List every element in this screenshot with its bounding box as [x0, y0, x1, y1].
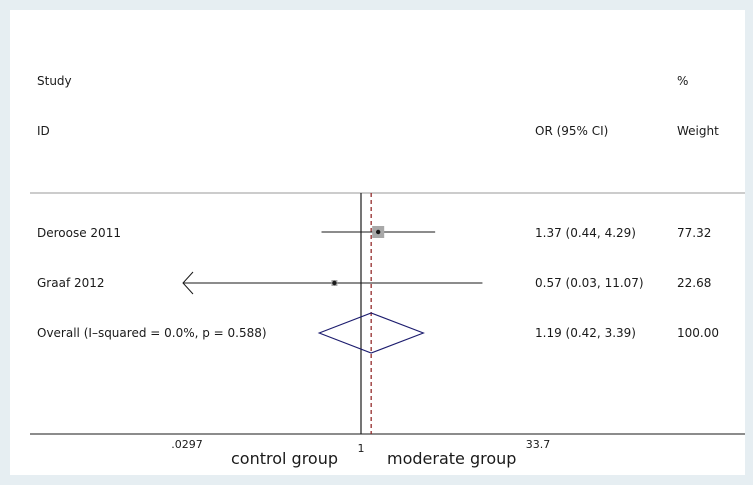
weight-text: 100.00	[677, 326, 719, 340]
overall-row-label: Overall (I–squared = 0.0%, p = 0.588)	[37, 326, 267, 340]
weight-text: 22.68	[677, 276, 712, 290]
overall-label: Overall	[37, 326, 80, 340]
x-tick-label: 1	[357, 442, 365, 455]
study-header: Study	[37, 74, 72, 88]
point-estimate	[375, 229, 381, 235]
study-row-deroose-2011	[321, 226, 436, 238]
weight-text: 77.32	[677, 226, 712, 240]
estimate-text: 0.57 (0.03, 11.07)	[535, 276, 644, 290]
id-header: ID	[37, 124, 50, 138]
study-label: Deroose 2011	[37, 226, 121, 240]
weight-header: Weight	[677, 124, 719, 138]
x-tick-label: .0297	[171, 438, 203, 451]
control-group-label: control group	[231, 449, 339, 468]
estimate-text: 1.37 (0.44, 4.29)	[535, 226, 636, 240]
percent-header: %	[677, 74, 689, 88]
heterogeneity-text: (I–squared = 0.0%, p = 0.588)	[83, 326, 267, 340]
estimate-header: OR (95% CI)	[535, 124, 609, 138]
estimate-text: 1.19 (0.42, 3.39)	[535, 326, 636, 340]
x-tick-label: 33.7	[525, 438, 551, 451]
ci-arrow-left	[182, 271, 194, 295]
study-label: Graaf 2012	[37, 276, 105, 290]
study-row-graaf-2012	[182, 271, 483, 295]
point-estimate	[332, 280, 337, 286]
plot-panel	[10, 10, 745, 475]
overall-diamond	[317, 312, 425, 354]
moderate-group-label: moderate group	[387, 449, 517, 468]
